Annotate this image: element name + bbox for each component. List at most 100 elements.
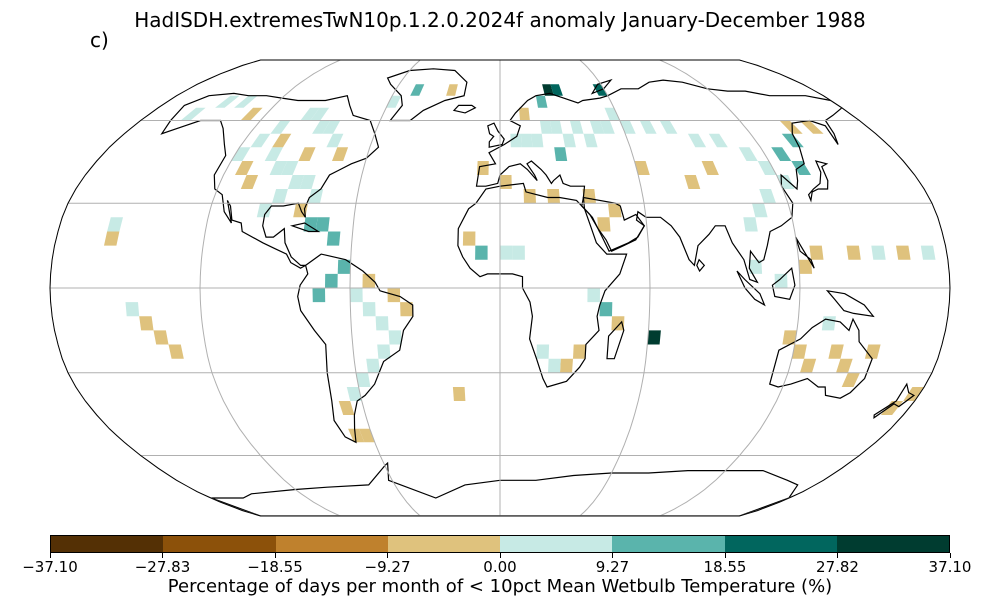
grid-cell — [303, 217, 318, 232]
grid-cell — [250, 133, 271, 148]
colorbar-tick — [274, 553, 276, 558]
grid-cell — [281, 161, 299, 175]
anomaly-cells — [104, 84, 936, 443]
colorbar-tick-label: −18.55 — [247, 558, 303, 576]
grid-cell — [659, 120, 678, 134]
coastline — [807, 160, 829, 203]
grid-cell — [549, 120, 563, 134]
grid-cell — [356, 372, 371, 387]
grid-cell — [388, 330, 402, 345]
grid-cell — [139, 316, 154, 331]
grid-cell — [300, 107, 320, 121]
grid-cell — [821, 316, 836, 331]
grid-cell — [322, 120, 341, 134]
grid-cell — [799, 120, 824, 134]
colorbar-segment — [387, 536, 500, 552]
colorbar-segment — [163, 536, 276, 552]
grid-cell — [535, 95, 548, 108]
grid-cell — [446, 84, 458, 96]
colorbar-tick-label: 18.55 — [703, 558, 747, 576]
grid-cell — [903, 387, 925, 401]
grid-cell — [325, 273, 338, 288]
grid-cell — [215, 95, 240, 108]
grid-cell — [548, 358, 561, 373]
grid-cell — [536, 344, 550, 359]
grid-cell — [809, 245, 824, 260]
grid-cell — [619, 120, 636, 134]
grid-cell — [800, 358, 817, 373]
grid-cell — [337, 259, 351, 274]
grid-cell — [269, 161, 288, 175]
grid-cell — [326, 231, 341, 246]
grid-cell — [743, 217, 758, 232]
colorbar-label: Percentage of days per month of < 10pct … — [167, 576, 833, 597]
grid-cell — [299, 175, 316, 189]
coastline — [606, 320, 625, 360]
grid-cell — [752, 203, 768, 218]
coastline — [297, 253, 414, 444]
colorbar-tick — [499, 553, 501, 558]
grid-cell — [519, 107, 530, 121]
colorbar-segment — [275, 536, 388, 552]
grid-cell — [589, 120, 605, 134]
grid-cell — [759, 189, 776, 204]
grid-cell — [647, 330, 661, 345]
colorbar-segment — [724, 536, 837, 552]
grid-cell — [375, 316, 389, 331]
grid-cell — [512, 245, 525, 260]
grid-cell — [573, 344, 586, 359]
colorbar-segment — [836, 536, 949, 552]
grid-cell — [240, 107, 263, 121]
grid-cell — [587, 288, 600, 303]
colorbar-tick — [612, 553, 613, 558]
grid-cell — [377, 344, 391, 359]
grid-cell — [452, 387, 466, 401]
grid-cell — [332, 147, 349, 161]
grid-cell — [791, 344, 807, 359]
grid-cell — [180, 107, 206, 121]
grid-cell — [270, 120, 291, 134]
coastline — [210, 461, 799, 516]
grid-cell — [240, 175, 259, 189]
grid-cell — [256, 203, 272, 218]
grid-cell — [153, 330, 169, 345]
grid-cell — [836, 358, 853, 373]
coastline — [825, 289, 875, 318]
grid-cell — [828, 344, 844, 359]
colorbar-segment — [612, 536, 725, 552]
grid-cell — [510, 133, 522, 148]
coastline — [475, 79, 843, 284]
grid-cell — [312, 288, 326, 303]
grid-cell — [235, 161, 254, 175]
map-boundary — [49, 59, 951, 517]
grid-cell — [346, 387, 362, 401]
coastline — [873, 382, 916, 420]
grid-cell — [604, 107, 620, 121]
colorbar — [50, 535, 950, 553]
coastline — [160, 92, 380, 269]
colorbar-tick — [724, 553, 726, 558]
grid-cell — [611, 316, 625, 331]
grid-cell — [687, 133, 707, 148]
grid-cell — [846, 245, 861, 260]
colorbar-segment — [500, 536, 613, 552]
grid-cell — [107, 217, 123, 232]
grid-cell — [738, 147, 758, 161]
grid-cell — [348, 428, 365, 443]
grid-cell — [560, 358, 573, 373]
colorbar-tick-label: 0.00 — [483, 558, 517, 576]
coastline — [696, 258, 706, 273]
coastline — [386, 68, 468, 122]
grid-cell — [550, 84, 563, 96]
coastline — [771, 267, 796, 300]
grid-cell — [500, 175, 512, 189]
grid-cell — [599, 302, 613, 317]
grid-cell — [779, 120, 803, 134]
grid-cell — [231, 147, 251, 161]
colorbar-tick-label: 9.27 — [595, 558, 630, 576]
grid-cell — [608, 203, 622, 218]
colorbar-tick — [949, 553, 951, 558]
coastline — [452, 104, 477, 114]
grid-cell — [798, 259, 813, 274]
grid-cell — [531, 133, 544, 148]
